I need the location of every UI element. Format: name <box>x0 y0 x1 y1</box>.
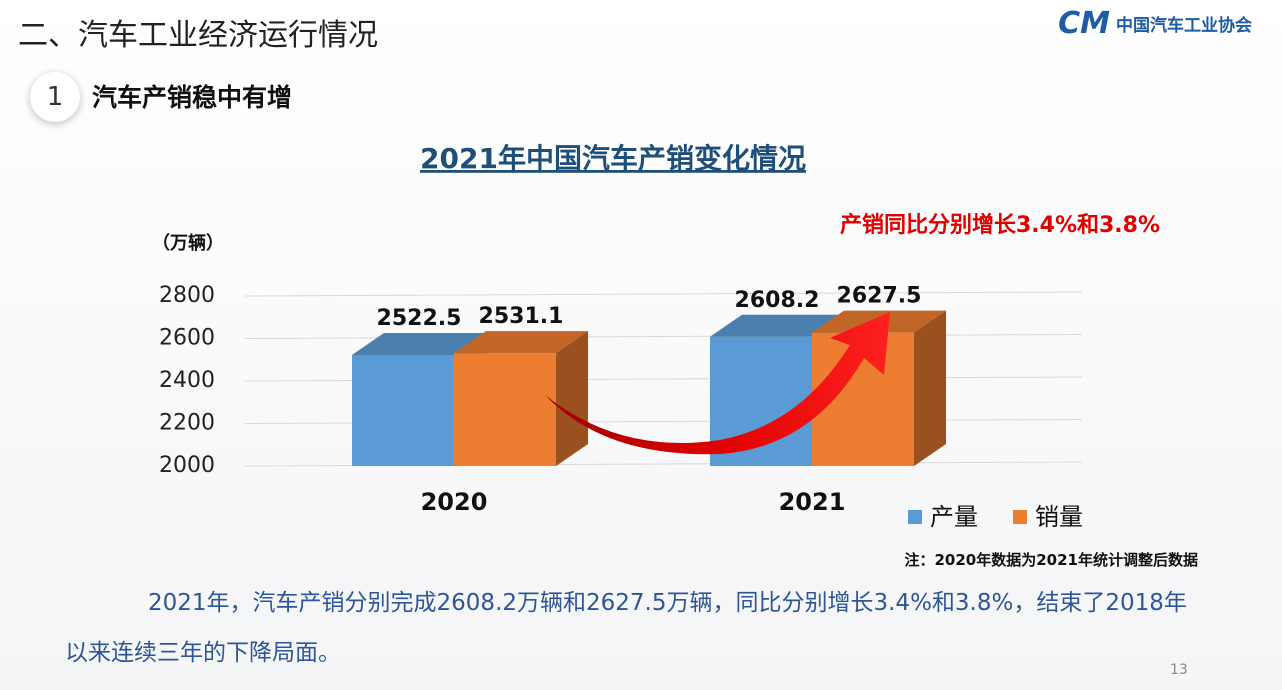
logo: CM 中国汽车工业协会 <box>1058 6 1252 41</box>
legend-swatch <box>908 510 922 524</box>
x-tick-label: 2021 <box>779 488 846 516</box>
value-label: 2608.2 <box>735 288 820 313</box>
page-number: 13 <box>1170 662 1188 678</box>
annotation: 产销同比分别增长3.4%和3.8% <box>840 212 1160 238</box>
grid-line <box>244 291 1083 297</box>
bars: 2020 2522.5 2531.1 2021 2608.2 2627.5 <box>352 284 946 516</box>
y-tick-label: 2600 <box>159 326 215 351</box>
value-label: 2531.1 <box>479 304 564 329</box>
bar <box>352 354 454 466</box>
legend-swatch <box>1013 510 1027 524</box>
value-label: 2627.5 <box>837 284 922 309</box>
chart-title: 2021年中国汽车产销变化情况 <box>420 142 806 175</box>
bar-top-shade <box>710 314 844 337</box>
bar-top-shade <box>454 331 588 354</box>
note: 注：2020年数据为2021年统计调整后数据 <box>904 551 1199 569</box>
value-label: 2522.5 <box>377 306 462 331</box>
body-text: 2021年，汽车产销分别完成2608.2万辆和2627.5万辆，同比分别增长3.… <box>65 590 1187 666</box>
bar-top <box>352 332 486 355</box>
bar-top <box>454 331 588 354</box>
subsection-title: 汽车产销稳中有增 <box>92 83 293 112</box>
bar <box>454 353 556 466</box>
x-tick-label: 2020 <box>421 488 488 516</box>
logo-text: 中国汽车工业协会 <box>1116 16 1252 36</box>
subsection-number: 1 <box>30 72 80 122</box>
y-unit: （万辆） <box>152 232 224 254</box>
section-title: 二、汽车工业经济运行情况 <box>18 18 378 53</box>
bar-side-shade <box>556 331 588 466</box>
bar-side-shade <box>914 310 946 466</box>
chart: 2021年中国汽车产销变化情况 （万辆） 产销同比分别增长3.4%和3.8% 2… <box>152 142 1160 531</box>
y-tick-label: 2800 <box>159 283 215 308</box>
y-tick-label: 2200 <box>159 411 215 436</box>
legend-label: 产量 <box>930 503 978 531</box>
growth-arrow <box>545 312 890 455</box>
grid-line <box>244 334 1083 339</box>
legend: 产量 销量 <box>908 503 1083 531</box>
bar-top-shade <box>352 332 486 355</box>
y-tick-label: 2400 <box>159 368 215 393</box>
legend-label: 销量 <box>1035 503 1083 531</box>
logo-mark: CM <box>1058 6 1110 41</box>
bar-side <box>914 310 946 466</box>
y-tick-label: 2000 <box>159 453 215 478</box>
bar-top <box>710 314 844 337</box>
bar-side <box>556 331 588 466</box>
